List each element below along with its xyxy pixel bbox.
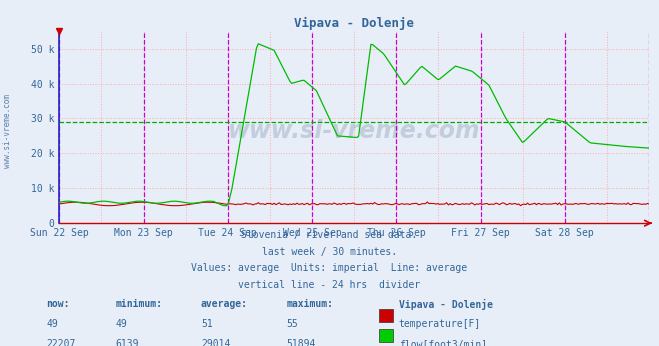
Text: minimum:: minimum: <box>115 299 162 309</box>
Text: vertical line - 24 hrs  divider: vertical line - 24 hrs divider <box>239 280 420 290</box>
Text: 6139: 6139 <box>115 339 139 346</box>
Text: now:: now: <box>46 299 70 309</box>
Text: 49: 49 <box>46 319 58 329</box>
Text: temperature[F]: temperature[F] <box>399 319 481 329</box>
Text: 49: 49 <box>115 319 127 329</box>
Text: 51894: 51894 <box>287 339 316 346</box>
Text: maximum:: maximum: <box>287 299 333 309</box>
Text: 22207: 22207 <box>46 339 76 346</box>
Text: www.si-vreme.com: www.si-vreme.com <box>228 119 480 143</box>
Text: www.si-vreme.com: www.si-vreme.com <box>3 94 13 169</box>
Text: Values: average  Units: imperial  Line: average: Values: average Units: imperial Line: av… <box>191 263 468 273</box>
Text: average:: average: <box>201 299 248 309</box>
Text: last week / 30 minutes.: last week / 30 minutes. <box>262 247 397 257</box>
Text: Slovenia / river and sea data.: Slovenia / river and sea data. <box>241 230 418 240</box>
Text: flow[foot3/min]: flow[foot3/min] <box>399 339 487 346</box>
Text: 51: 51 <box>201 319 213 329</box>
Text: 55: 55 <box>287 319 299 329</box>
Title: Vipava - Dolenje: Vipava - Dolenje <box>294 17 415 30</box>
Text: Vipava - Dolenje: Vipava - Dolenje <box>399 299 493 310</box>
Text: 29014: 29014 <box>201 339 231 346</box>
